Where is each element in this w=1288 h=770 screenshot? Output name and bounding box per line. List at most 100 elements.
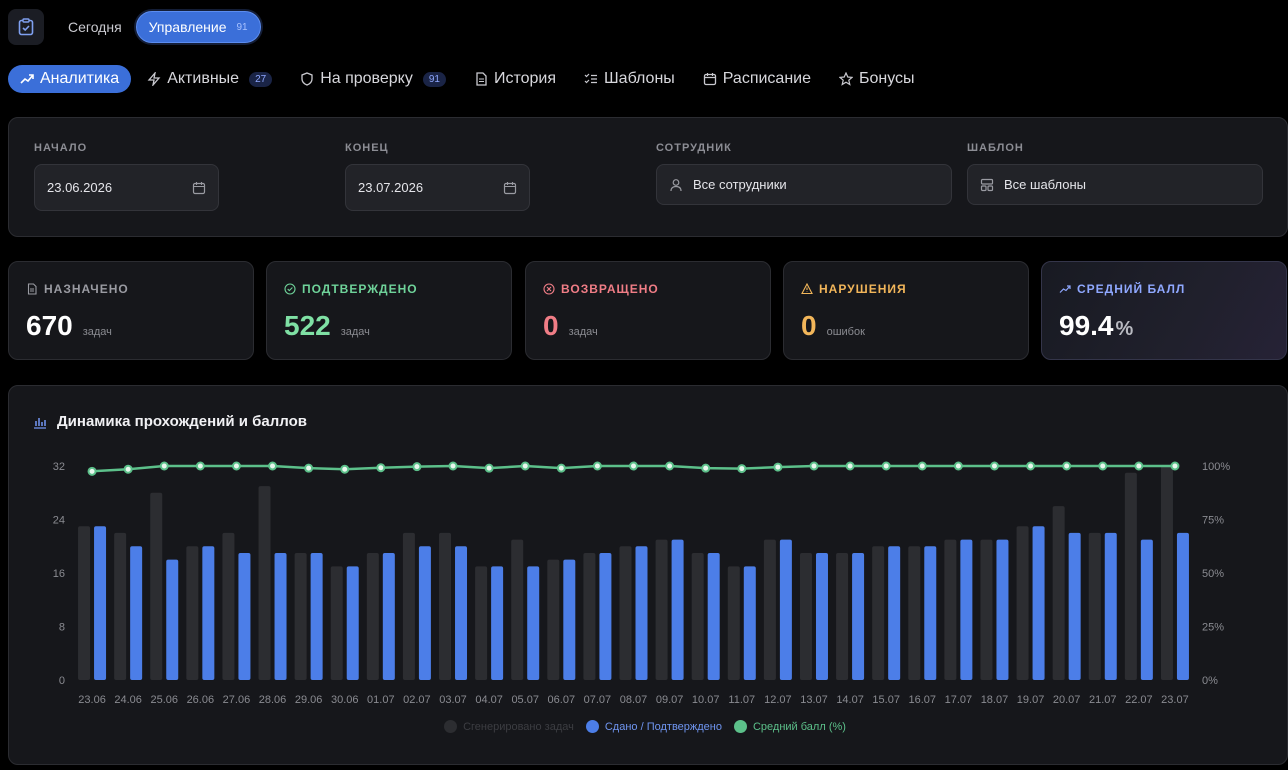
legend-item-score[interactable]: Средний балл (%) xyxy=(733,720,846,733)
y-axis-left-tick: 0 xyxy=(59,675,65,687)
tab-bar: Аналитика Активные 27 На проверку 91 Ист… xyxy=(8,65,943,93)
y-axis-right-tick: 25% xyxy=(1202,622,1224,634)
tab-label: Шаблоны xyxy=(604,70,675,87)
bolt-icon xyxy=(147,72,161,86)
score-point xyxy=(1026,461,1036,471)
stat-value: 0 xyxy=(543,310,559,341)
x-axis-tick: 23.07 xyxy=(1161,694,1189,706)
x-axis-tick: 08.07 xyxy=(620,694,648,706)
start-date-input[interactable]: 23.06.2026 xyxy=(34,164,219,211)
x-axis-tick: 17.07 xyxy=(945,694,973,706)
mode-today[interactable]: Сегодня xyxy=(68,19,122,35)
score-point xyxy=(1098,461,1108,471)
x-axis-tick: 15.07 xyxy=(872,694,900,706)
score-point xyxy=(953,461,963,471)
stat-label-text: ПОДТВЕРЖДЕНО xyxy=(302,282,418,296)
score-point xyxy=(737,464,747,474)
tab-history[interactable]: История xyxy=(474,65,556,93)
score-point xyxy=(195,461,205,471)
x-axis-tick: 11.07 xyxy=(728,694,755,706)
y-axis-left-tick: 8 xyxy=(59,622,65,634)
bar-confirmed xyxy=(996,539,1009,680)
score-point xyxy=(1062,461,1072,471)
bar-confirmed xyxy=(455,546,468,680)
x-axis-tick: 19.07 xyxy=(1017,694,1045,706)
legend-swatch xyxy=(444,720,458,733)
bar-generated xyxy=(799,552,812,680)
tab-review[interactable]: На проверку 91 xyxy=(300,65,446,93)
y-axis-left-tick: 32 xyxy=(53,461,65,473)
bar-confirmed xyxy=(671,539,684,680)
employee-select[interactable]: Все сотрудники xyxy=(656,164,952,205)
score-point xyxy=(340,464,350,474)
tab-active[interactable]: Активные 27 xyxy=(147,65,273,93)
x-axis-tick: 27.06 xyxy=(223,694,251,706)
clipboard-check-icon[interactable] xyxy=(8,9,44,45)
x-axis-tick: 04.07 xyxy=(475,694,503,706)
score-point xyxy=(1134,461,1144,471)
employee-select-value: Все сотрудники xyxy=(693,177,787,192)
bar-generated xyxy=(944,539,957,680)
trend-icon xyxy=(1059,285,1071,293)
bar-confirmed xyxy=(1032,526,1045,680)
score-point xyxy=(231,461,241,471)
filter-employee-label: СОТРУДНИК xyxy=(656,142,732,154)
tab-badge: 91 xyxy=(422,71,446,87)
bar-generated xyxy=(475,566,488,680)
score-point xyxy=(809,461,819,471)
score-point xyxy=(665,461,675,471)
bar-confirmed xyxy=(599,552,612,680)
stat-label: СРЕДНИЙ БАЛЛ xyxy=(1059,282,1269,296)
tab-templates[interactable]: Шаблоны xyxy=(584,65,675,93)
user-icon xyxy=(670,178,682,191)
score-point xyxy=(773,462,783,472)
tab-analytics[interactable]: Аналитика xyxy=(8,65,132,93)
calendar-icon[interactable] xyxy=(192,181,206,195)
star-icon xyxy=(839,72,853,86)
chart-canvas: 0 8 16 24 32 0% 25% 50% 75% 100% 23.06 24.06 25.06 26… xyxy=(53,461,1231,706)
bar-generated xyxy=(908,546,921,680)
calendar-icon[interactable] xyxy=(503,181,517,195)
bar-confirmed xyxy=(274,552,287,680)
x-axis-tick: 24.06 xyxy=(114,694,142,706)
y-axis-right-tick: 100% xyxy=(1202,461,1230,473)
tab-label: Расписание xyxy=(722,70,811,87)
tab-bonuses[interactable]: Бонусы xyxy=(839,65,915,93)
score-point xyxy=(484,463,494,473)
bar-generated xyxy=(980,539,993,680)
chart-title-text: Динамика прохождений и баллов xyxy=(57,413,307,430)
bar-confirmed xyxy=(815,552,828,680)
bar-generated xyxy=(1052,506,1065,680)
bar-confirmed xyxy=(346,566,359,680)
stat-value: 670 xyxy=(26,310,73,341)
stat-assigned: НАЗНАЧЕНО 670 задач xyxy=(8,261,254,360)
bar-generated xyxy=(763,539,776,680)
chart-title: Динамика прохождений и баллов xyxy=(33,413,307,430)
bar-generated xyxy=(1124,472,1137,680)
bar-confirmed xyxy=(779,539,792,680)
end-date-value: 23.07.2026 xyxy=(358,180,424,195)
legend-item-generated[interactable]: Сгенерировано задач xyxy=(444,720,574,733)
bar-confirmed xyxy=(888,546,901,680)
x-axis-tick: 29.06 xyxy=(295,694,323,706)
score-point xyxy=(845,461,855,471)
trend-icon xyxy=(20,74,34,84)
tab-label: История xyxy=(493,70,557,87)
filter-template-label: ШАБЛОН xyxy=(967,142,1024,154)
stat-returned: ВОЗВРАЩЕНО 0 задач xyxy=(525,261,771,360)
mode-management[interactable]: Управление 91 xyxy=(135,11,261,43)
stat-label-text: НАЗНАЧЕНО xyxy=(44,282,129,296)
layout-icon xyxy=(980,178,994,191)
start-date-value: 23.06.2026 xyxy=(47,180,113,195)
bar-generated xyxy=(439,532,452,680)
stat-label: НАРУШЕНИЯ xyxy=(801,282,1011,296)
score-point xyxy=(123,464,133,474)
bar-confirmed xyxy=(527,566,540,680)
legend-item-confirmed[interactable]: Сдано / Подтверждено xyxy=(585,720,722,733)
bar-generated xyxy=(258,486,271,680)
bar-generated xyxy=(1160,466,1173,680)
template-select[interactable]: Все шаблоны xyxy=(967,164,1263,205)
legend-swatch xyxy=(585,720,599,733)
end-date-input[interactable]: 23.07.2026 xyxy=(345,164,530,211)
tab-schedule[interactable]: Расписание xyxy=(703,65,811,93)
